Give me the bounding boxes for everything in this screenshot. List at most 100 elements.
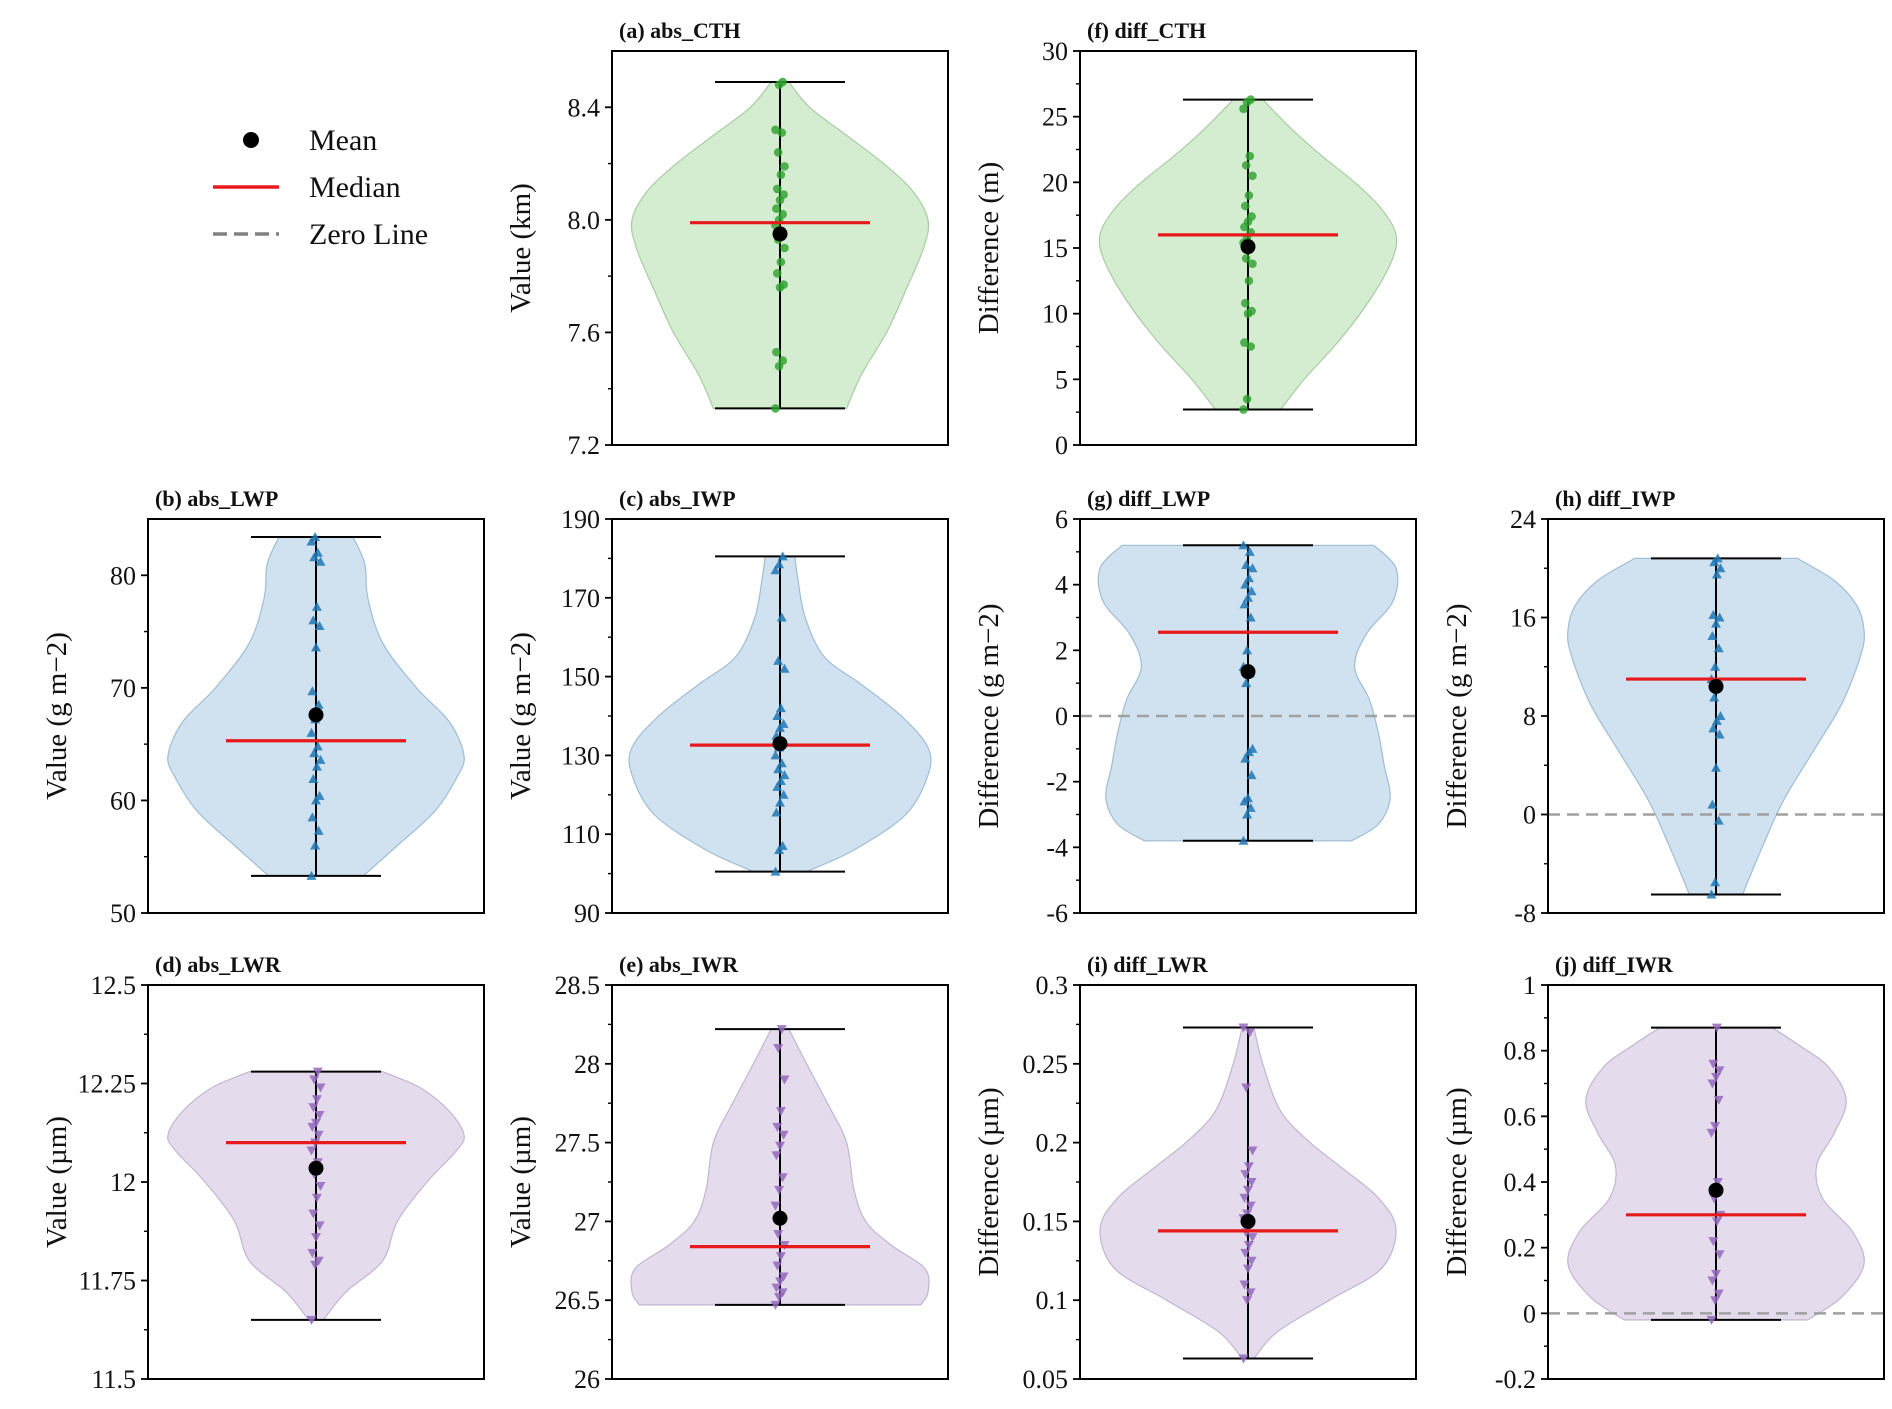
panel-c: 90 110 130 150 170 190 (c) abs_IWP Value (g m−2… (505, 486, 949, 928)
data-point-e (778, 1272, 789, 1282)
panel-f: 0 5 10 15 20 25 30 (f) diff_CTH Difference (m) (973, 18, 1417, 460)
data-point-b (313, 825, 324, 835)
data-point-e (777, 1288, 788, 1298)
y-tick-label-a: 7.2 (568, 431, 601, 460)
data-point-b (314, 620, 325, 630)
data-point-h (1706, 889, 1717, 899)
data-point-d (314, 1111, 325, 1121)
data-point-j (1712, 1178, 1723, 1187)
y-tick-label-b: 80 (110, 561, 136, 590)
data-point-e (772, 1261, 783, 1271)
data-point-b (313, 699, 324, 709)
data-point-c (770, 565, 781, 575)
data-point-e (773, 1230, 784, 1240)
data-point-d (306, 1315, 317, 1325)
legend: Mean Median Zero Line (205, 118, 465, 259)
data-point-a (773, 148, 783, 157)
y-tick-label-h: 8 (1523, 702, 1536, 731)
data-point-e (777, 1173, 788, 1183)
data-point-f (1241, 254, 1251, 263)
data-point-c (775, 703, 786, 713)
y-tick-label-e: 27 (574, 1207, 600, 1236)
data-point-f (1242, 394, 1252, 404)
data-point-b (306, 870, 317, 880)
panel-title-g: (g) diff_LWP (1087, 486, 1210, 511)
data-point-c (773, 764, 784, 774)
y-tick-label-b: 60 (110, 786, 136, 815)
data-point-h (1713, 815, 1724, 825)
data-point-d (308, 1103, 319, 1113)
data-point-c (776, 758, 787, 768)
panel-g: -6 -4 -2 0 2 4 6 (g) diff_LWP Difference (g m−2) (973, 486, 1417, 928)
y-tick-label-a: 7.6 (568, 318, 601, 347)
data-point-b (311, 642, 321, 652)
data-point-g (1247, 563, 1258, 573)
data-point-c (778, 718, 789, 728)
y-tick-label-j: 0.8 (1504, 1037, 1537, 1066)
data-point-i (1238, 1023, 1249, 1033)
y-tick-label-h: 0 (1523, 801, 1536, 830)
y-tick-label-e: 27.5 (555, 1129, 601, 1158)
y-tick-label-c: 150 (561, 663, 600, 692)
data-point-c (775, 776, 786, 786)
data-point-j (1707, 1079, 1718, 1089)
y-tick-label-c: 130 (561, 741, 600, 770)
y-axis-label-a: Value (km) (505, 183, 537, 313)
data-point-e (776, 1025, 787, 1035)
data-point-d (314, 1221, 325, 1231)
data-point-g (1239, 599, 1250, 609)
data-point-c (774, 559, 785, 569)
y-tick-label-c: 90 (574, 899, 600, 928)
axes-frame-b (147, 518, 485, 914)
legend-label-zero: Zero Line (309, 218, 429, 251)
data-point-d (311, 1233, 321, 1243)
data-point-g (1242, 809, 1253, 819)
data-point-j (1706, 1128, 1717, 1138)
data-point-e (775, 1107, 786, 1117)
data-point-j (1707, 1276, 1718, 1286)
data-point-e (772, 1122, 783, 1132)
data-point-a (779, 280, 788, 289)
data-point-i (1243, 1241, 1254, 1251)
data-point-e (778, 1130, 789, 1140)
data-point-a (778, 209, 787, 219)
data-point-g (1241, 678, 1252, 688)
data-point-e (775, 1252, 786, 1262)
data-point-f (1239, 104, 1248, 114)
data-point-j (1713, 1095, 1724, 1105)
data-point-g (1243, 573, 1254, 583)
data-point-d (308, 1209, 319, 1219)
data-point-j (1714, 1066, 1725, 1076)
data-point-b (314, 790, 325, 800)
data-point-a (772, 204, 781, 213)
data-point-i (1242, 1296, 1253, 1306)
panel-a: 7.2 7.6 8.0 8.4 (a) abs_CTH Value (km) (505, 18, 949, 460)
data-point-g (1245, 802, 1256, 812)
data-point-a (776, 170, 786, 180)
y-tick-label-i: 0.25 (1023, 1050, 1069, 1079)
data-point-d (309, 1075, 320, 1085)
data-point-c (777, 551, 788, 561)
data-point-f (1248, 171, 1257, 181)
y-axis-label-d: Value (µm) (41, 1116, 73, 1248)
data-point-h (1708, 723, 1719, 733)
y-tick-label-f: 25 (1042, 103, 1068, 132)
panel-title-c: (c) abs_IWP (619, 486, 736, 511)
y-tick-label-h: 16 (1510, 604, 1536, 633)
legend-row-mean: Mean (205, 118, 465, 165)
data-point-i (1239, 1193, 1250, 1203)
median-line-icon (213, 185, 279, 189)
data-point-g (1243, 592, 1253, 602)
y-tick-label-j: 0.2 (1504, 1234, 1537, 1263)
data-point-h (1711, 715, 1722, 725)
data-point-d (315, 1083, 326, 1093)
data-point-b (307, 812, 318, 822)
panel-j: -0.2 0 0.2 0.4 0.6 0.8 1 (j) diff_IWR Difference… (1441, 952, 1885, 1394)
y-tick-label-e: 26.5 (555, 1286, 601, 1315)
y-tick-label-f: 20 (1042, 168, 1068, 197)
data-point-b (306, 536, 317, 546)
data-point-a (778, 356, 787, 365)
data-point-h (1710, 877, 1721, 887)
y-axis-label-b: Value (g m−2) (41, 632, 73, 800)
